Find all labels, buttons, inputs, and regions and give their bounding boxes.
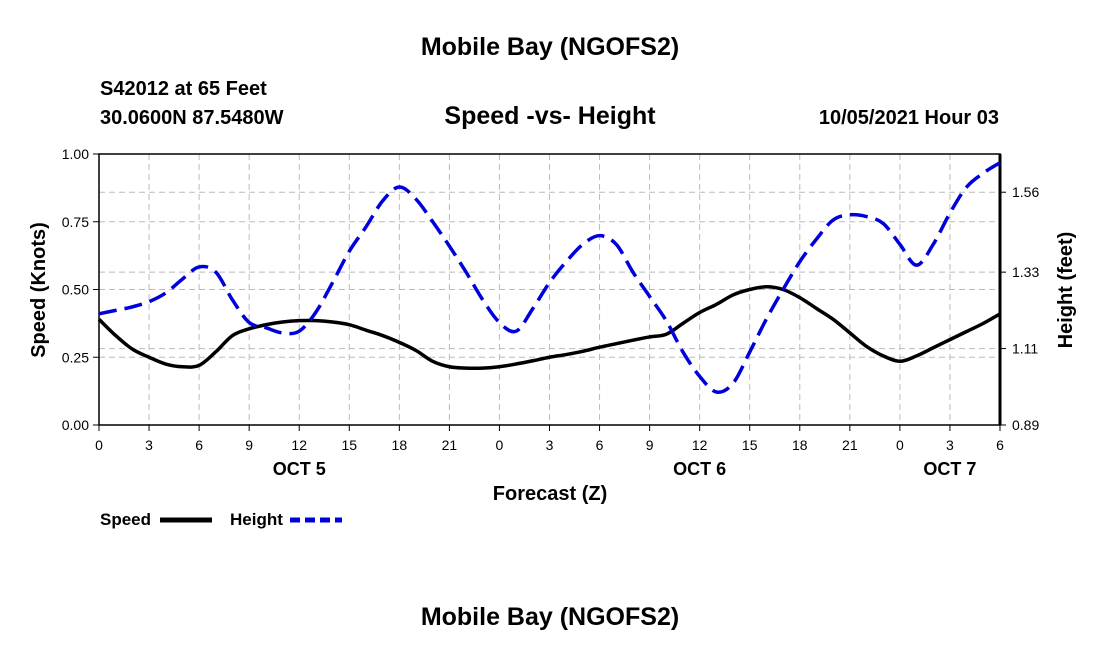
y-tick-label: 0.50 [62, 282, 89, 298]
x-tick-label: 3 [546, 437, 554, 453]
x-axis-label: Forecast (Z) [493, 483, 607, 505]
coords-label: 30.0600N 87.5480W [100, 107, 284, 129]
x-tick-label: 12 [692, 437, 708, 453]
date-label: OCT 7 [923, 459, 976, 479]
timestamp-label: 10/05/2021 Hour 03 [819, 107, 999, 129]
date-label: OCT 5 [273, 459, 326, 479]
legend-height-label: Height [230, 510, 283, 529]
x-tick-label: 9 [245, 437, 253, 453]
date-label: OCT 6 [673, 459, 726, 479]
y2-tick-label: 0.89 [1012, 417, 1039, 433]
x-tick-label: 6 [996, 437, 1004, 453]
x-tick-label: 0 [95, 437, 103, 453]
x-tick-label: 6 [596, 437, 604, 453]
x-tick-label: 18 [792, 437, 808, 453]
y2-axis-label: Height (feet) [1055, 232, 1077, 349]
y2-tick-label: 1.56 [1012, 184, 1039, 200]
series-layer [97, 161, 1001, 394]
y-tick-label: 0.25 [62, 349, 89, 365]
y-tick-label: 0.00 [62, 417, 89, 433]
x-tick-label: 15 [742, 437, 758, 453]
legend: Speed Height [100, 510, 342, 529]
bottom-title: Mobile Bay (NGOFS2) [421, 603, 679, 631]
series-line-height [98, 161, 1001, 394]
y-axis-label: Speed (Knots) [28, 222, 50, 358]
y2-tick-label: 1.33 [1012, 264, 1039, 280]
x-tick-label: 15 [341, 437, 357, 453]
x-tick-label: 0 [896, 437, 904, 453]
x-tick-label: 21 [442, 437, 458, 453]
y-tick-label: 1.00 [62, 146, 89, 162]
x-tick-label: 3 [145, 437, 153, 453]
tick-layer: 0 3 6 9 12 15 18 21 0 3 6 9 12 15 18 21 0 3 6 0.00 0.25 0.50 0… [62, 146, 1040, 479]
grid-layer [99, 154, 1000, 425]
legend-speed-label: Speed [100, 510, 151, 529]
y2-tick-label: 1.11 [1012, 341, 1038, 357]
station-label: S42012 at 65 Feet [100, 78, 267, 100]
x-tick-label: 12 [291, 437, 307, 453]
x-tick-label: 0 [496, 437, 504, 453]
x-tick-label: 6 [195, 437, 203, 453]
x-tick-label: 3 [946, 437, 954, 453]
x-tick-label: 21 [842, 437, 858, 453]
x-tick-label: 9 [646, 437, 654, 453]
y-tick-label: 0.75 [62, 214, 89, 230]
chart-title: Speed -vs- Height [444, 102, 656, 130]
series-line-speed [97, 285, 1001, 371]
x-tick-label: 18 [392, 437, 408, 453]
top-title: Mobile Bay (NGOFS2) [421, 33, 679, 61]
